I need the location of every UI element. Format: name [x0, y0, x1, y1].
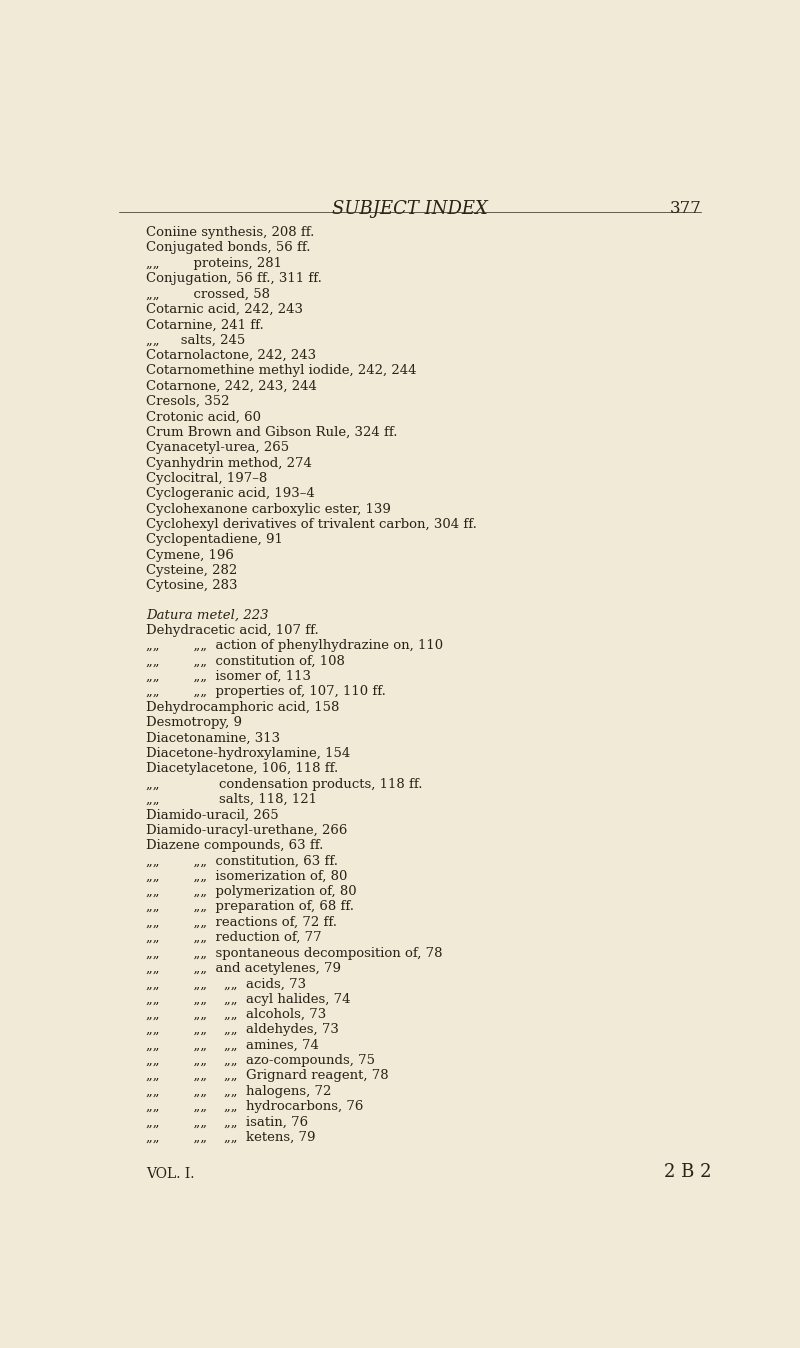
Text: Diacetylacetone, 106, 118 ff.: Diacetylacetone, 106, 118 ff.	[146, 762, 338, 775]
Text: „„        „„  action of phenylhydrazine on, 110: „„ „„ action of phenylhydrazine on, 110	[146, 639, 444, 652]
Text: Coniine synthesis, 208 ff.: Coniine synthesis, 208 ff.	[146, 226, 315, 239]
Text: Diamido-uracil, 265: Diamido-uracil, 265	[146, 809, 279, 821]
Text: Cysteine, 282: Cysteine, 282	[146, 563, 238, 577]
Text: „„              salts, 118, 121: „„ salts, 118, 121	[146, 793, 318, 806]
Text: „„        „„    „„  alcohols, 73: „„ „„ „„ alcohols, 73	[146, 1008, 326, 1020]
Text: Cotarnolactone, 242, 243: Cotarnolactone, 242, 243	[146, 349, 317, 363]
Text: „„        „„    „„  amines, 74: „„ „„ „„ amines, 74	[146, 1039, 319, 1051]
Text: „„        „„    „„  isatin, 76: „„ „„ „„ isatin, 76	[146, 1116, 309, 1128]
Text: „„        „„  isomer of, 113: „„ „„ isomer of, 113	[146, 670, 311, 683]
Text: Crotonic acid, 60: Crotonic acid, 60	[146, 410, 262, 423]
Text: „„        „„  isomerization of, 80: „„ „„ isomerization of, 80	[146, 869, 348, 883]
Text: „„        „„  reactions of, 72 ff.: „„ „„ reactions of, 72 ff.	[146, 915, 338, 929]
Text: „„        „„  preparation of, 68 ff.: „„ „„ preparation of, 68 ff.	[146, 900, 354, 914]
Text: „„     salts, 245: „„ salts, 245	[146, 334, 246, 346]
Text: „„        „„  polymerization of, 80: „„ „„ polymerization of, 80	[146, 886, 357, 898]
Text: Dehydracetic acid, 107 ff.: Dehydracetic acid, 107 ff.	[146, 624, 319, 638]
Text: Diamido-uracyl-urethane, 266: Diamido-uracyl-urethane, 266	[146, 824, 348, 837]
Text: Cyclocitral, 197–8: Cyclocitral, 197–8	[146, 472, 268, 485]
Text: Cyclopentadiene, 91: Cyclopentadiene, 91	[146, 534, 283, 546]
Text: SUBJECT INDEX: SUBJECT INDEX	[332, 200, 488, 218]
Text: „„        „„  constitution, 63 ff.: „„ „„ constitution, 63 ff.	[146, 855, 338, 867]
Text: „„        „„    „„  hydrocarbons, 76: „„ „„ „„ hydrocarbons, 76	[146, 1100, 364, 1113]
Text: 377: 377	[670, 200, 702, 217]
Text: „„        „„  spontaneous decomposition of, 78: „„ „„ spontaneous decomposition of, 78	[146, 946, 443, 960]
Text: Cotarnone, 242, 243, 244: Cotarnone, 242, 243, 244	[146, 380, 318, 392]
Text: „„        crossed, 58: „„ crossed, 58	[146, 287, 270, 301]
Text: Desmotropy, 9: Desmotropy, 9	[146, 716, 242, 729]
Text: VOL. I.: VOL. I.	[146, 1167, 195, 1181]
Text: Cotarnomethine methyl iodide, 242, 244: Cotarnomethine methyl iodide, 242, 244	[146, 364, 417, 377]
Text: 2 B 2: 2 B 2	[664, 1163, 712, 1181]
Text: Cymene, 196: Cymene, 196	[146, 549, 234, 562]
Text: „„        „„    „„  acids, 73: „„ „„ „„ acids, 73	[146, 977, 306, 991]
Text: „„        „„  constitution of, 108: „„ „„ constitution of, 108	[146, 655, 346, 667]
Text: „„        proteins, 281: „„ proteins, 281	[146, 257, 282, 270]
Text: Diazene compounds, 63 ff.: Diazene compounds, 63 ff.	[146, 838, 324, 852]
Text: Cyanacetyl-urea, 265: Cyanacetyl-urea, 265	[146, 441, 290, 454]
Text: Datura metel, 223: Datura metel, 223	[146, 609, 269, 621]
Text: Diacetone-hydroxylamine, 154: Diacetone-hydroxylamine, 154	[146, 747, 350, 760]
Text: „„        „„    „„  acyl halides, 74: „„ „„ „„ acyl halides, 74	[146, 992, 351, 1006]
Text: „„        „„    „„  Grignard reagent, 78: „„ „„ „„ Grignard reagent, 78	[146, 1069, 389, 1082]
Text: Conjugated bonds, 56 ff.: Conjugated bonds, 56 ff.	[146, 241, 311, 255]
Text: Cresols, 352: Cresols, 352	[146, 395, 230, 408]
Text: Conjugation, 56 ff., 311 ff.: Conjugation, 56 ff., 311 ff.	[146, 272, 322, 286]
Text: Dehydrocamphoric acid, 158: Dehydrocamphoric acid, 158	[146, 701, 340, 714]
Text: Crum Brown and Gibson Rule, 324 ff.: Crum Brown and Gibson Rule, 324 ff.	[146, 426, 398, 439]
Text: Diacetonamine, 313: Diacetonamine, 313	[146, 732, 281, 744]
Text: „„              condensation products, 118 ff.: „„ condensation products, 118 ff.	[146, 778, 423, 791]
Text: Cyclohexyl derivatives of trivalent carbon, 304 ff.: Cyclohexyl derivatives of trivalent carb…	[146, 518, 478, 531]
Text: „„        „„    „„  azo-compounds, 75: „„ „„ „„ azo-compounds, 75	[146, 1054, 375, 1068]
Text: Cyclohexanone carboxylic ester, 139: Cyclohexanone carboxylic ester, 139	[146, 503, 391, 516]
Text: „„        „„  reduction of, 77: „„ „„ reduction of, 77	[146, 931, 322, 944]
Text: Cotarnine, 241 ff.: Cotarnine, 241 ff.	[146, 318, 264, 332]
Text: Cyanhydrin method, 274: Cyanhydrin method, 274	[146, 457, 312, 469]
Text: Cytosine, 283: Cytosine, 283	[146, 580, 238, 592]
Text: Cyclogeranic acid, 193–4: Cyclogeranic acid, 193–4	[146, 487, 315, 500]
Text: Cotarnic acid, 242, 243: Cotarnic acid, 242, 243	[146, 303, 303, 315]
Text: „„        „„    „„  halogens, 72: „„ „„ „„ halogens, 72	[146, 1085, 332, 1097]
Text: „„        „„  and acetylenes, 79: „„ „„ and acetylenes, 79	[146, 962, 342, 975]
Text: „„        „„    „„  ketens, 79: „„ „„ „„ ketens, 79	[146, 1131, 316, 1144]
Text: „„        „„  properties of, 107, 110 ff.: „„ „„ properties of, 107, 110 ff.	[146, 685, 386, 698]
Text: „„        „„    „„  aldehydes, 73: „„ „„ „„ aldehydes, 73	[146, 1023, 339, 1037]
